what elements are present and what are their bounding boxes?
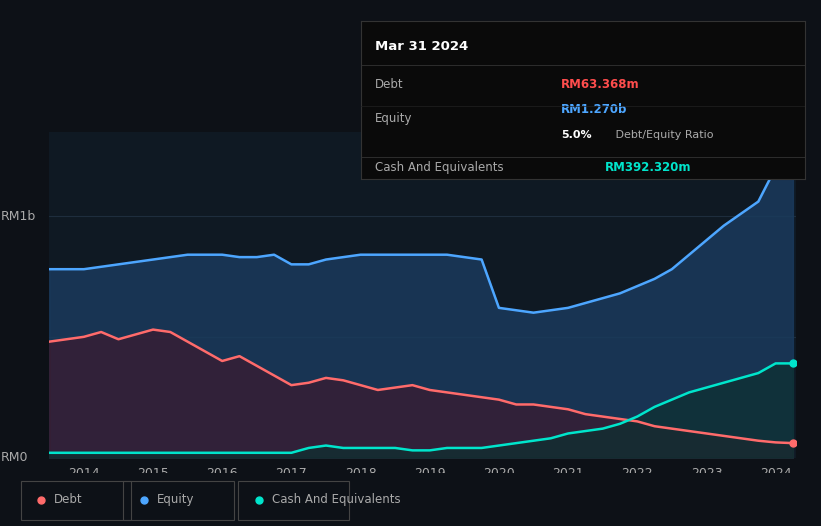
Text: Equity: Equity [374, 113, 412, 125]
Text: Cash And Equivalents: Cash And Equivalents [374, 161, 503, 174]
Text: Equity: Equity [157, 493, 195, 506]
Text: Debt: Debt [54, 493, 83, 506]
Text: Debt/Equity Ratio: Debt/Equity Ratio [612, 129, 713, 140]
Text: RM63.368m: RM63.368m [561, 78, 640, 90]
Text: Debt: Debt [374, 78, 403, 90]
Text: RM392.320m: RM392.320m [605, 161, 691, 174]
Text: Cash And Equivalents: Cash And Equivalents [272, 493, 401, 506]
Text: RM1.270b: RM1.270b [561, 103, 627, 116]
Text: Mar 31 2024: Mar 31 2024 [374, 40, 468, 53]
Text: 5.0%: 5.0% [561, 129, 591, 140]
Text: RM1b: RM1b [1, 209, 36, 222]
Text: RM0: RM0 [1, 451, 28, 464]
